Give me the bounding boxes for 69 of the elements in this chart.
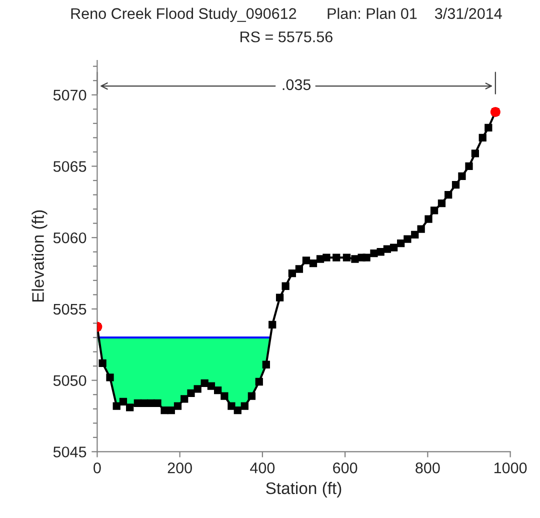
x-axis-title: Station (ft) — [266, 482, 342, 498]
annotation: .035 — [282, 79, 311, 90]
point — [214, 386, 222, 394]
point — [276, 294, 284, 302]
point — [404, 235, 412, 243]
point — [240, 402, 248, 410]
chart-title: Reno Creek Flood Study_090612 Plan: Plan 01 3/31/2014 — [71, 8, 502, 22]
point — [106, 374, 114, 382]
point — [452, 180, 460, 189]
point — [411, 230, 419, 239]
chart-subtitle: RS = 5575.56 — [240, 31, 332, 42]
point — [376, 248, 384, 256]
y-tick-label: 5045 — [53, 446, 86, 458]
x-tick-label: 400 — [250, 462, 275, 474]
point — [220, 392, 228, 400]
point — [255, 378, 263, 386]
point — [424, 215, 432, 223]
y-tick-label: 5065 — [53, 161, 86, 172]
point — [174, 402, 182, 410]
x-tick-label: 200 — [168, 462, 192, 474]
point — [234, 406, 242, 414]
x-tick-label: 800 — [416, 462, 440, 474]
point — [484, 124, 492, 132]
point — [302, 256, 310, 264]
y-axis-title: Elevation (ft) — [32, 210, 48, 302]
point — [390, 244, 398, 252]
point — [295, 265, 304, 273]
point — [417, 225, 425, 233]
point — [430, 206, 438, 214]
x-tick-label: 1000 — [494, 462, 527, 474]
point — [248, 392, 256, 400]
y-tick-label: 5060 — [53, 232, 86, 244]
point — [160, 406, 168, 414]
point — [154, 399, 162, 407]
point — [478, 134, 486, 142]
y-tick-label: 5055 — [53, 304, 86, 315]
point — [194, 385, 202, 393]
point — [332, 254, 340, 262]
point — [200, 379, 208, 388]
point — [268, 320, 276, 328]
x-tick-label: 600 — [333, 462, 358, 474]
x-tick-label: 0 — [94, 462, 101, 474]
point — [465, 162, 473, 170]
point — [458, 172, 466, 180]
point — [187, 389, 195, 397]
point — [180, 395, 188, 403]
point — [112, 402, 120, 410]
point — [119, 398, 128, 406]
point — [438, 200, 446, 208]
point — [397, 239, 405, 248]
point — [351, 255, 359, 263]
point — [444, 190, 452, 199]
point — [126, 404, 134, 412]
point — [282, 282, 290, 290]
y-tick-label: 5070 — [53, 90, 86, 101]
point — [228, 402, 236, 410]
point — [322, 254, 330, 262]
point — [167, 406, 175, 414]
point — [288, 269, 296, 278]
point — [471, 150, 480, 158]
point — [370, 249, 378, 258]
point — [362, 254, 370, 262]
point — [342, 254, 351, 262]
point — [309, 259, 318, 268]
point — [383, 245, 392, 253]
point — [98, 359, 106, 368]
point — [262, 360, 270, 368]
point — [207, 382, 216, 390]
y-tick-label: 5050 — [53, 375, 86, 386]
